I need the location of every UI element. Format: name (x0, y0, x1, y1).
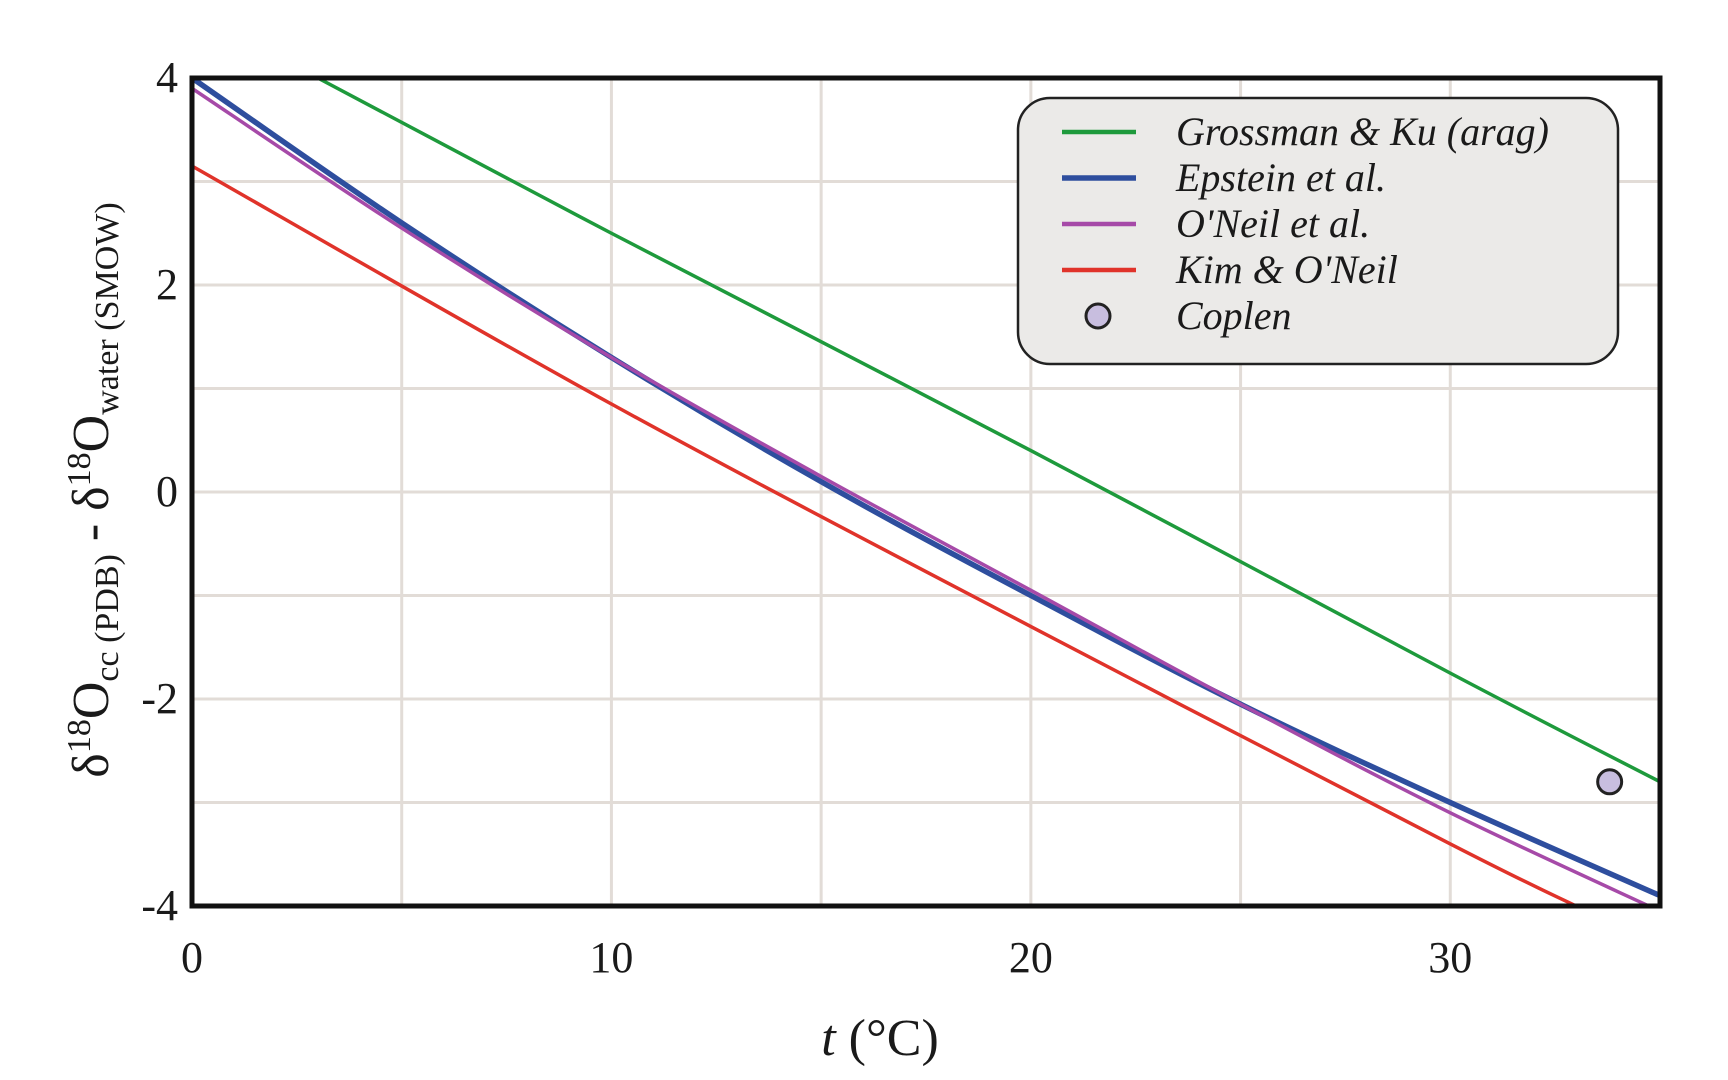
y-tick-label: 0 (156, 467, 178, 516)
series-line-1 (192, 78, 1660, 899)
x-axis-variable: t (821, 1010, 837, 1067)
legend-label: O'Neil et al. (1176, 201, 1370, 246)
series-point-coplen (1596, 768, 1624, 796)
legend-label: Epstein et al. (1175, 155, 1386, 200)
x-axis-title: t (°C) (821, 1010, 939, 1067)
y-axis-base-1: O (63, 682, 120, 720)
series-line-3 (192, 164, 1577, 906)
x-axis-unit: (°C) (836, 1010, 939, 1067)
legend-marker (1084, 302, 1112, 330)
x-tick-label: 30 (1428, 933, 1472, 982)
y-tick-labels: 4 2 0 -2 -4 (141, 53, 178, 930)
legend-items: Grossman & Ku (arag)Epstein et al.O'Neil… (1062, 109, 1549, 338)
y-axis-sup-2: 18 (61, 452, 98, 486)
y-tick-label: -2 (141, 674, 178, 723)
x-tick-label: 20 (1009, 933, 1053, 982)
y-axis-sub-1: cc (PDB) (89, 554, 126, 681)
y-axis-sup-1: 18 (61, 719, 98, 753)
y-axis-delta-1: δ (63, 753, 120, 778)
y-axis-sub-2: water (SMOW) (89, 202, 126, 414)
y-axis-minus-delta: - δ (63, 486, 120, 554)
series-group (192, 78, 1660, 906)
x-tick-label: 0 (181, 933, 203, 982)
y-tick-label: -4 (141, 881, 178, 930)
legend-label: Kim & O'Neil (1175, 247, 1398, 292)
legend-label: Grossman & Ku (arag) (1176, 109, 1549, 154)
y-tick-label: 2 (156, 260, 178, 309)
y-tick-label: 4 (156, 53, 178, 102)
series-line-0 (317, 78, 1660, 784)
legend: Grossman & Ku (arag)Epstein et al.O'Neil… (1016, 96, 1620, 366)
x-tick-labels: 0 10 20 30 (181, 933, 1472, 982)
x-tick-label: 10 (589, 933, 633, 982)
plot-frame (189, 75, 1663, 909)
series-line-2 (192, 86, 1654, 906)
legend-box (1016, 96, 1620, 366)
y-axis-base-2: O (63, 415, 120, 453)
legend-label: Coplen (1176, 293, 1292, 338)
y-axis-title: δ18Occ (PDB) - δ18Owater (SMOW) (61, 202, 126, 777)
